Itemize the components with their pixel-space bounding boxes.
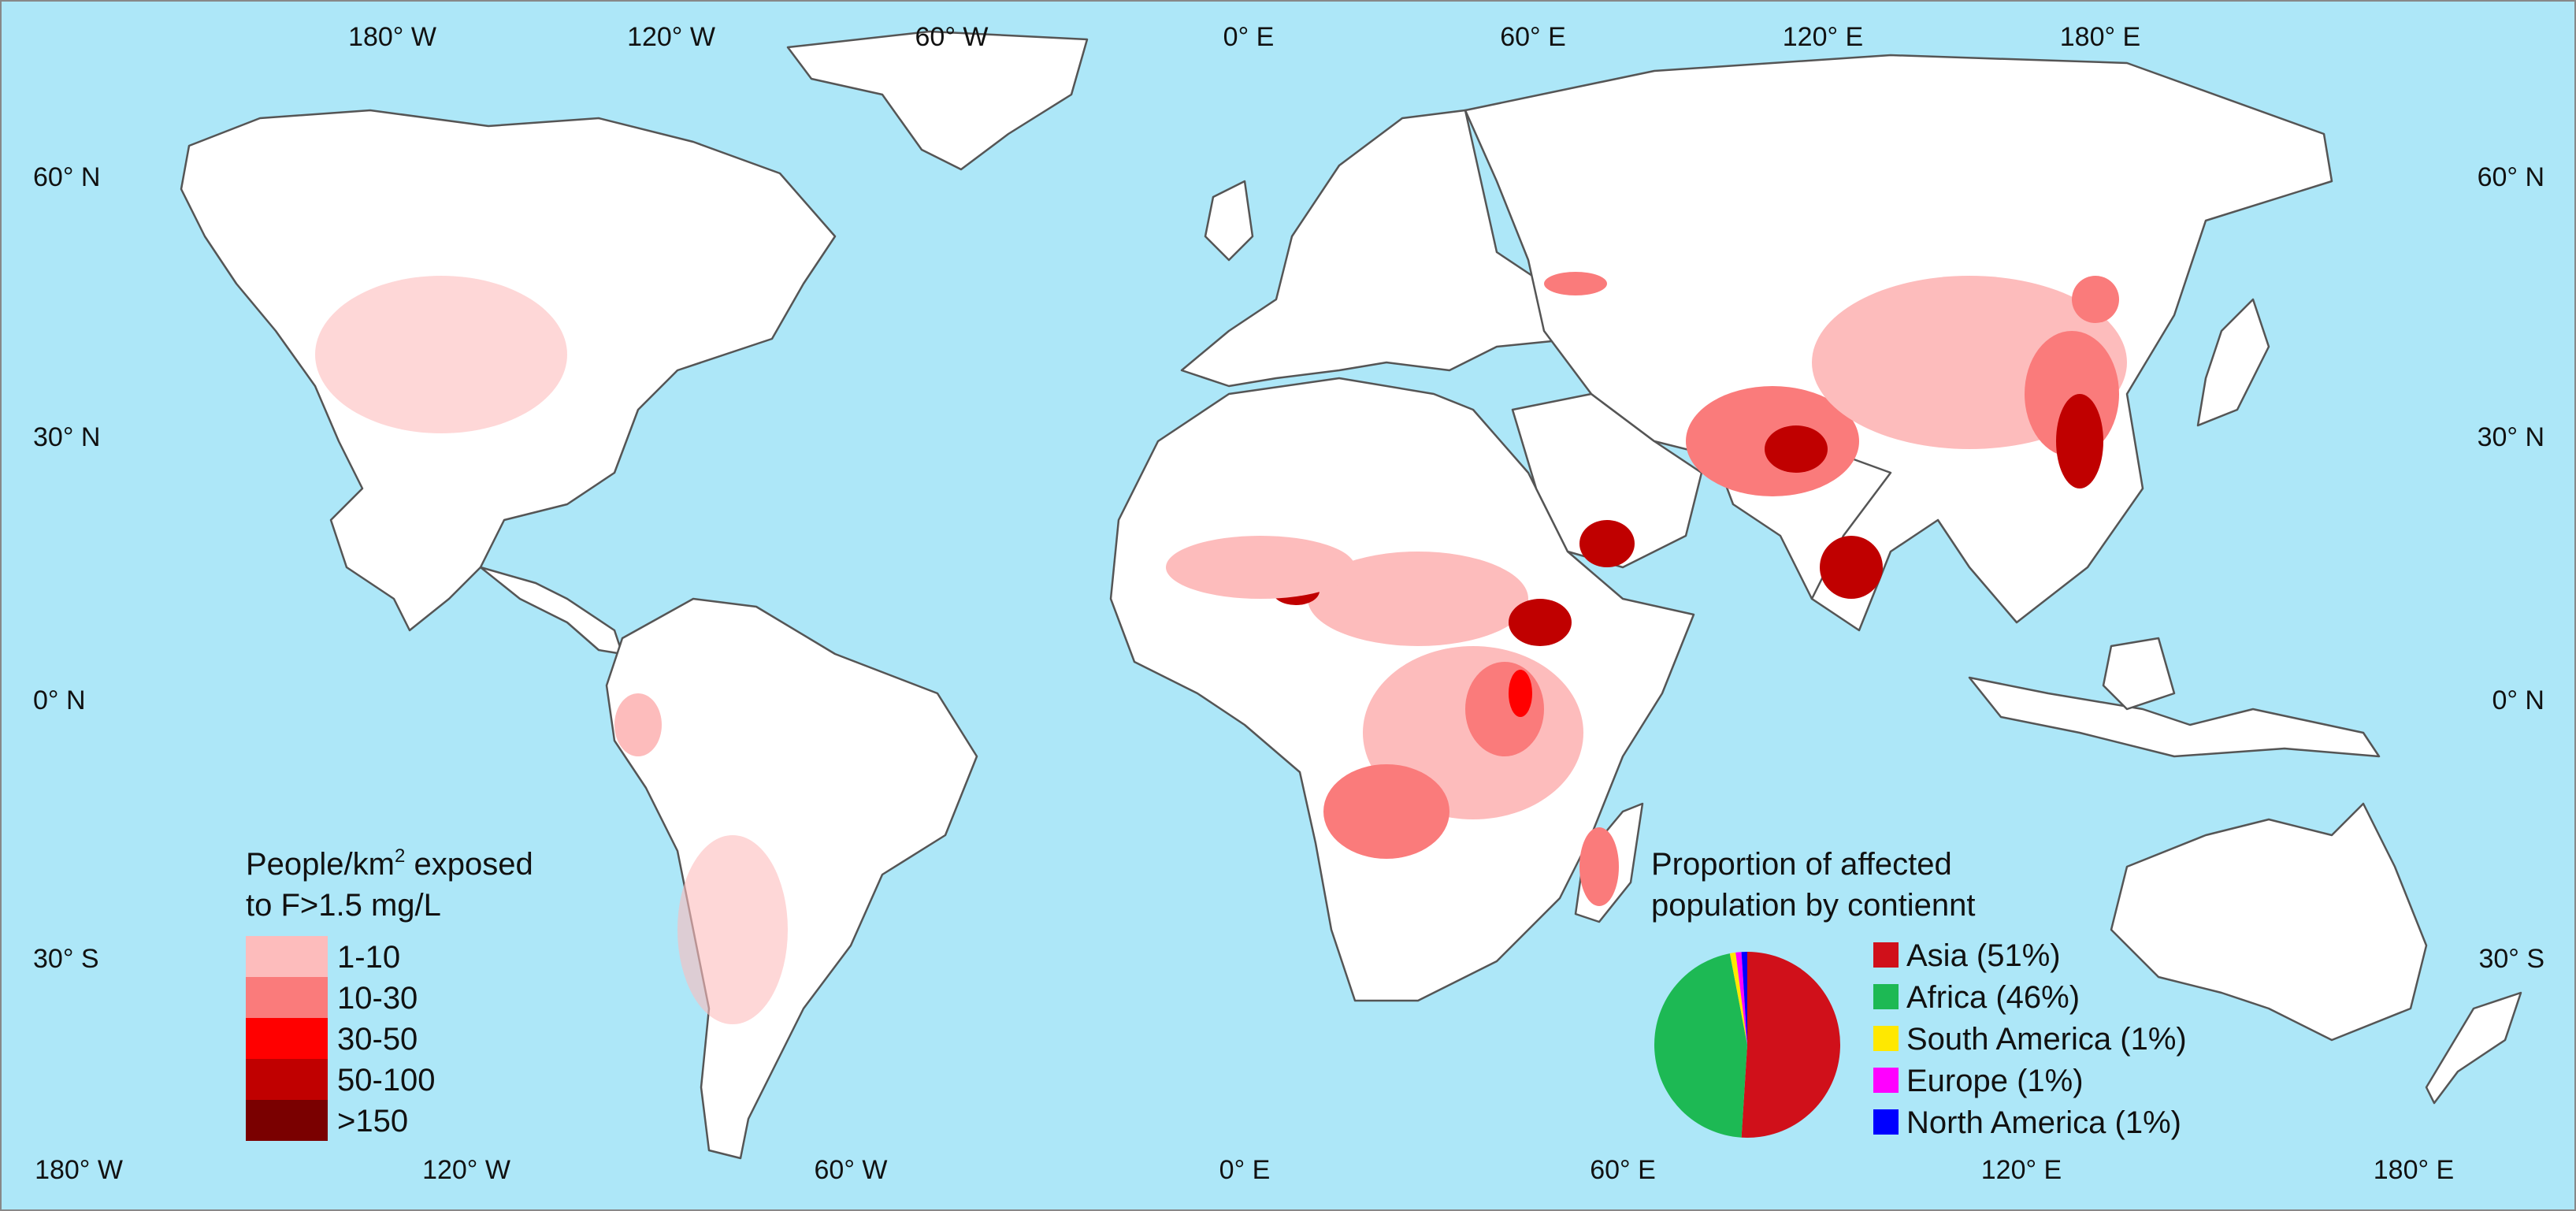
land-greenland: [786, 30, 1089, 171]
top-lon-label: 180° E: [2060, 22, 2140, 52]
land-south-america: [605, 597, 978, 1160]
exposure-area: [677, 835, 788, 1024]
pie-legend-label: Europe (1%): [1906, 1064, 2084, 1098]
left-lat-label: 0° N: [33, 685, 86, 715]
top-lon-label: 60° E: [1500, 22, 1566, 52]
pie-legend-label: North America (1%): [1906, 1105, 2181, 1140]
pie-legend-label: Asia (51%): [1906, 938, 2061, 973]
pie-slice: [1735, 952, 1747, 1045]
exposure-area: [1579, 827, 1619, 906]
pie-slices: [1654, 952, 1840, 1138]
exposure-area: [614, 693, 662, 756]
density-legend-title-line1: People/km2 exposed: [246, 845, 533, 882]
legend-label: 50-100: [337, 1063, 436, 1098]
title-rest: exposed: [405, 847, 533, 882]
pie-legend-label: South America (1%): [1906, 1022, 2187, 1057]
exposure-area: [1308, 552, 1528, 646]
exposure-area: [2072, 276, 2119, 323]
land-japan: [2196, 298, 2270, 427]
land-borneo: [2102, 637, 2176, 711]
legend-label: 1-10: [337, 940, 400, 975]
density-legend: People/km2 exposed to F>1.5 mg/L 1-10 10-…: [246, 845, 533, 1141]
top-lon-label: 120° W: [627, 22, 715, 52]
pie-legend-swatch: [1873, 942, 1899, 968]
exposure-area: [2056, 394, 2103, 488]
bottom-lon-label: 60° E: [1590, 1155, 1656, 1185]
legend-swatch: [246, 1059, 328, 1100]
top-lon-label: 120° E: [1783, 22, 1863, 52]
pie-legend-label: Africa (46%): [1906, 980, 2080, 1015]
legend-swatch: [246, 936, 328, 977]
legend-label: 30-50: [337, 1022, 418, 1057]
land-new-zealand: [2425, 991, 2522, 1105]
top-lon-label: 60° W: [915, 22, 989, 52]
top-lon-label: 0° E: [1223, 22, 1275, 52]
pie-title-line2: population by contiennt: [1651, 888, 1975, 923]
graticule-labels: 180° W 120° W 60° W 0° E 60° E 120° E 18…: [33, 22, 2544, 1185]
exposure-area: [1544, 272, 1607, 295]
right-lat-label: 60° N: [2478, 162, 2544, 192]
pie-legend-swatch: [1873, 1068, 1899, 1093]
pie-slice: [1729, 952, 1747, 1045]
pie-legend-swatch: [1873, 984, 1899, 1009]
exposure-area: [1509, 599, 1572, 646]
right-lat-label: 0° N: [2492, 685, 2544, 715]
exposure-area: [1509, 670, 1532, 717]
bottom-lon-label: 120° W: [422, 1155, 510, 1185]
legend-swatch: [246, 977, 328, 1018]
exposure-area: [1323, 764, 1449, 859]
legend-label: >150: [337, 1104, 408, 1139]
left-lat-label: 60° N: [33, 162, 100, 192]
pie-title-line1: Proportion of affected: [1651, 847, 1952, 882]
pie-legend-swatch: [1873, 1026, 1899, 1051]
legend-swatch: [246, 1100, 328, 1141]
pie-slice: [1654, 953, 1747, 1138]
land-australia: [2110, 802, 2428, 1042]
exposure-area: [1465, 662, 1544, 756]
pie-legend-swatch: [1873, 1109, 1899, 1135]
right-lat-label: 30° S: [2478, 944, 2544, 974]
bottom-lon-label: 180° E: [2374, 1155, 2454, 1185]
density-swatches: 1-10 10-30 30-50 50-100 >150: [246, 936, 436, 1141]
pie-inset: Proportion of affected population by con…: [1651, 847, 2187, 1140]
pie-legend: Asia (51%) Africa (46%) South America (1%)…: [1873, 938, 2187, 1140]
right-lat-label: 30° N: [2478, 422, 2544, 452]
top-lon-label: 180° W: [348, 22, 436, 52]
pie-slice: [1741, 952, 1840, 1138]
bottom-lon-label: 0° E: [1219, 1155, 1271, 1185]
land-britain: [1204, 180, 1254, 262]
exposure-areas: [315, 272, 2127, 1024]
left-lat-label: 30° S: [33, 944, 99, 974]
bottom-lon-label: 120° E: [1981, 1155, 2062, 1185]
exposure-area: [1765, 425, 1828, 473]
left-lat-label: 30° N: [33, 422, 100, 452]
bottom-lon-label: 60° W: [815, 1155, 888, 1185]
pie-slice: [1741, 952, 1747, 1045]
density-legend-title-line2: to F>1.5 mg/L: [246, 888, 441, 923]
bottom-lon-label: 180° W: [35, 1155, 123, 1185]
exposure-area: [1579, 520, 1635, 567]
title-main: People/km: [246, 847, 395, 882]
legend-swatch: [246, 1018, 328, 1059]
exposure-area: [1820, 536, 1883, 599]
legend-label: 10-30: [337, 981, 418, 1016]
exposure-area: [315, 276, 567, 433]
title-superscript: 2: [395, 845, 405, 867]
exposure-area: [1166, 536, 1355, 599]
